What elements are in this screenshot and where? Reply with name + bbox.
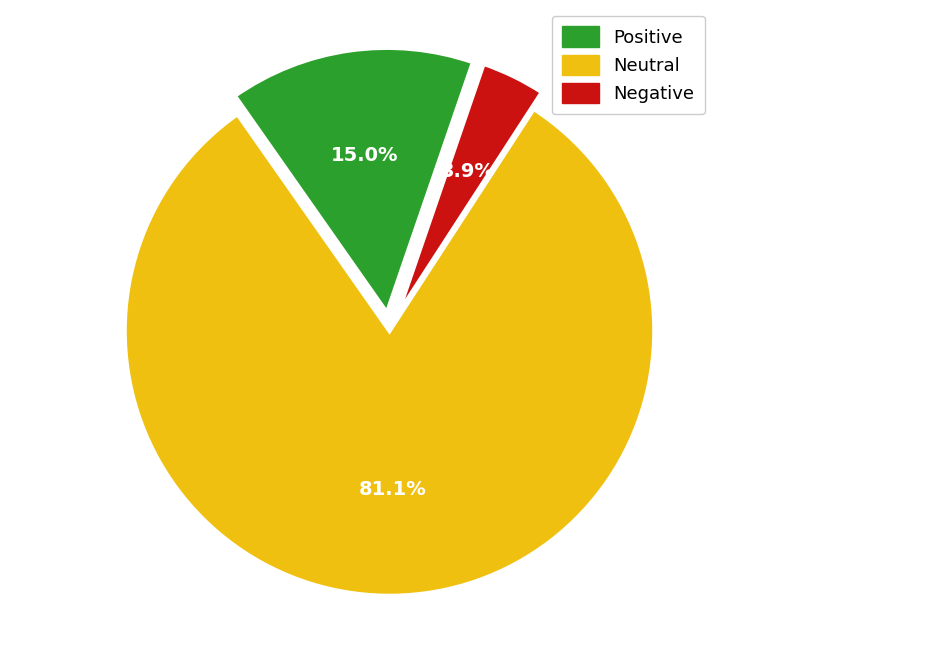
- Wedge shape: [235, 48, 473, 312]
- Text: 15.0%: 15.0%: [331, 146, 398, 165]
- Text: 3.9%: 3.9%: [440, 162, 494, 181]
- Text: 81.1%: 81.1%: [358, 481, 427, 499]
- Wedge shape: [398, 64, 542, 314]
- Wedge shape: [124, 109, 655, 596]
- Legend: Positive, Neutral, Negative: Positive, Neutral, Negative: [552, 16, 705, 115]
